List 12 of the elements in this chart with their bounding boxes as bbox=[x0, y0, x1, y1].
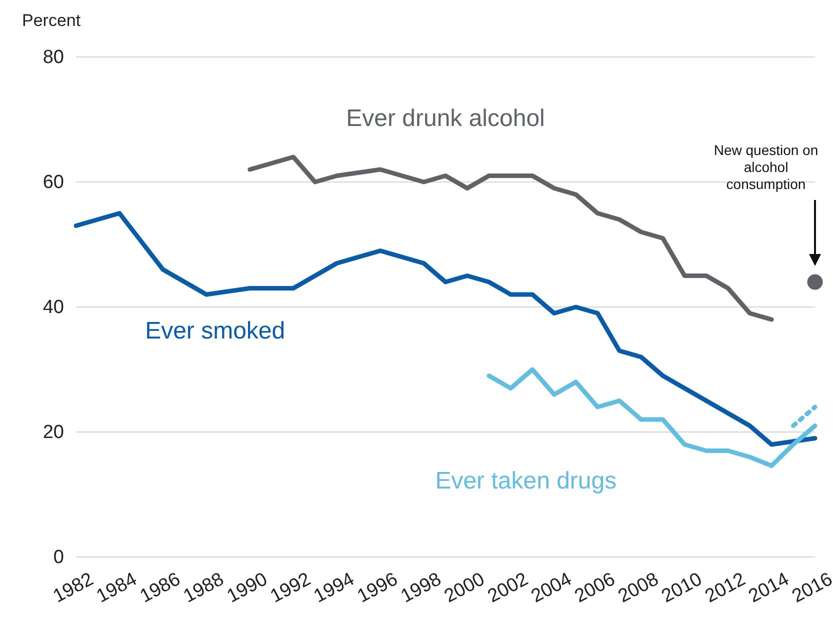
y-tick-label: 0 bbox=[53, 547, 64, 568]
annotation: New question on alcohol consumption bbox=[714, 142, 818, 192]
y-tick-label: 80 bbox=[42, 47, 64, 68]
y-tick-label: 20 bbox=[42, 422, 64, 444]
series-label: Ever drunk alcohol bbox=[346, 104, 545, 132]
y-tick-label: 60 bbox=[42, 172, 64, 194]
y-tick-label: 40 bbox=[42, 297, 64, 318]
text: Ever taken drugs bbox=[435, 467, 617, 494]
series-label: Ever smoked bbox=[145, 317, 286, 344]
line-series bbox=[74, 211, 818, 447]
line-series bbox=[486, 367, 818, 468]
y-axis-title: Percent bbox=[22, 11, 81, 30]
